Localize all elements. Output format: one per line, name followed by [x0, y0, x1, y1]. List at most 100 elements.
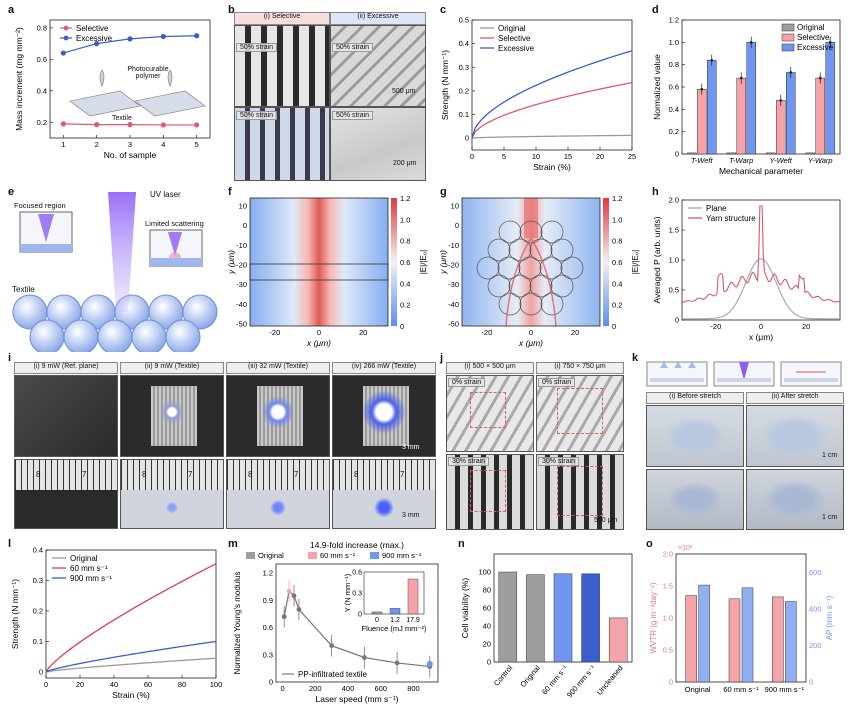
scale-b-2: 200 μm — [393, 160, 417, 167]
c-ytick-label: 0.5 — [459, 16, 469, 25]
photo-k-2 — [746, 405, 844, 467]
c-xtick-label: 15 — [564, 152, 572, 161]
a-textile-left — [69, 90, 141, 117]
scale-i-1: 3 mm — [402, 444, 420, 451]
d-bar — [687, 152, 697, 155]
m-frame — [275, 563, 439, 683]
tag-j-4: 30% strain — [538, 457, 580, 466]
l-ylabel: Strength (N mm⁻¹) — [10, 579, 20, 649]
panel-letter-d: d — [652, 4, 659, 16]
c-legend-label: Original — [498, 24, 526, 33]
g-ytick-label: 10 — [451, 202, 459, 211]
c-series-line-2 — [471, 50, 633, 139]
d-ytick-label: 0.6 — [669, 83, 679, 92]
scale-k-2: 1 cm — [822, 514, 838, 521]
m-inset-bar — [389, 608, 401, 615]
l-legend-label: 60 mm s⁻¹ — [70, 564, 108, 573]
d-dot — [789, 71, 793, 74]
f-ytick-label: -40 — [236, 300, 247, 309]
f-cb-tick: 0.8 — [400, 237, 410, 246]
ruler-number: 7 — [82, 470, 87, 479]
ruler-number: 7 — [294, 470, 299, 479]
l-xtick-label: 20 — [76, 680, 84, 689]
o-y2tick-label: 400 — [809, 604, 822, 613]
n-xtick-label: 900 mm s⁻¹ — [565, 663, 598, 699]
g-xtick-label: 0 — [529, 328, 533, 337]
h-xtick-label: 20 — [802, 322, 810, 331]
panel-letter-o: o — [646, 538, 653, 550]
field-map-g: -20 0 20 10 0 -10 -20 -30 -40 -50 x (μm) y (μm) 1.2 1… — [440, 194, 640, 348]
d-bar — [825, 42, 835, 155]
ruler-number: 8 — [142, 470, 147, 479]
m-inset-xtick: 0 — [375, 617, 379, 624]
c-series-line-1 — [471, 81, 633, 139]
h-ytick-label: 1.0 — [669, 256, 679, 265]
m-point — [361, 655, 367, 660]
textile-spheres — [12, 294, 218, 352]
g-ytick-label: -30 — [448, 280, 459, 289]
d-legend-swatch — [781, 43, 795, 52]
m-inset-bar — [407, 578, 419, 615]
photo-b-excessive-top — [330, 25, 426, 107]
c-ytick-label: 0.2 — [459, 86, 469, 95]
label-focused-region: Focused region — [14, 201, 66, 210]
l-series-line-1 — [45, 563, 217, 673]
h-xtick-label: 0 — [759, 322, 763, 331]
m-xtick-label: 0 — [280, 684, 284, 693]
tab-i-2: (ii) 9 mW (Textile) — [120, 362, 224, 374]
m-legend-swatch — [308, 552, 317, 559]
a-legend-marker — [63, 35, 69, 41]
panel-letter-l: l — [8, 538, 12, 550]
scale-j: 500 μm — [594, 517, 618, 524]
header-selective: (i) Selective — [234, 12, 330, 25]
d-bar — [707, 59, 717, 155]
m-pp-label: PP-infiltrated textile — [298, 670, 367, 679]
g-frame — [461, 197, 601, 327]
h-series-plane — [681, 258, 841, 320]
a-point — [94, 122, 100, 128]
o-y2tick-label: 0 — [809, 678, 813, 687]
photo-i-ruler-3 — [226, 459, 330, 529]
g-xtick-label: 20 — [571, 328, 579, 337]
panel-letter-e: e — [8, 186, 15, 198]
d-dot — [818, 76, 822, 80]
a-xlabel: No. of sample — [104, 150, 157, 160]
f-ytick-label: 10 — [239, 202, 247, 211]
d-bar — [726, 152, 736, 155]
d-legend-swatch — [781, 23, 795, 32]
chart-l: 0 20 40 60 80 100 Strain (%) Strength (N mm⁻¹) 0… — [10, 546, 222, 701]
panel-letter-a: a — [8, 4, 15, 16]
f-cb-tick: 0 — [400, 322, 404, 331]
m-legend-label: 900 mm s⁻¹ — [382, 551, 422, 560]
tab-i-3: (iii) 32 mW (Textile) — [226, 362, 330, 374]
n-xtick-label: Original — [518, 663, 542, 689]
label-textile-e: Textile — [12, 285, 35, 294]
m-inset-ytick: 0.3 — [352, 591, 362, 598]
h-ytick-label: 1.5 — [669, 226, 679, 235]
d-legend-swatch — [781, 33, 795, 42]
a-point — [60, 50, 66, 56]
m-ytick-label: 0.3 — [263, 650, 273, 659]
d-legend-label: Selective — [797, 33, 830, 42]
d-xtick-label: T-Warp — [729, 156, 753, 165]
m-ytick-label: 0.9 — [263, 596, 273, 605]
f-ytick-label: -50 — [236, 320, 247, 329]
f-cb-tick: 0.6 — [400, 258, 410, 267]
f-frame — [249, 197, 389, 327]
d-dot — [779, 99, 783, 102]
a-xtick-label: 1 — [61, 140, 65, 149]
a-droplet-right — [167, 69, 173, 87]
a-point — [60, 121, 66, 127]
d-ytick-label: 0.8 — [669, 60, 679, 69]
m-inset-bar — [371, 611, 383, 615]
l-ytick-label: 0 — [39, 667, 43, 676]
o-bar-ap — [741, 587, 754, 683]
annot-photocurable-polymer: Photocurable polymer — [127, 66, 169, 80]
n-ytick-label: 20 — [483, 640, 491, 649]
l-ytick-label: 0.3 — [33, 576, 43, 585]
scale-i-2: 3 mm — [402, 512, 420, 519]
m-ylabel: Normalized Young's modulus — [233, 572, 242, 675]
n-ytick-label: 80 — [483, 586, 491, 595]
tag-j-1: 0% strain — [448, 378, 486, 387]
c-ytick-label: 0.4 — [459, 39, 469, 48]
